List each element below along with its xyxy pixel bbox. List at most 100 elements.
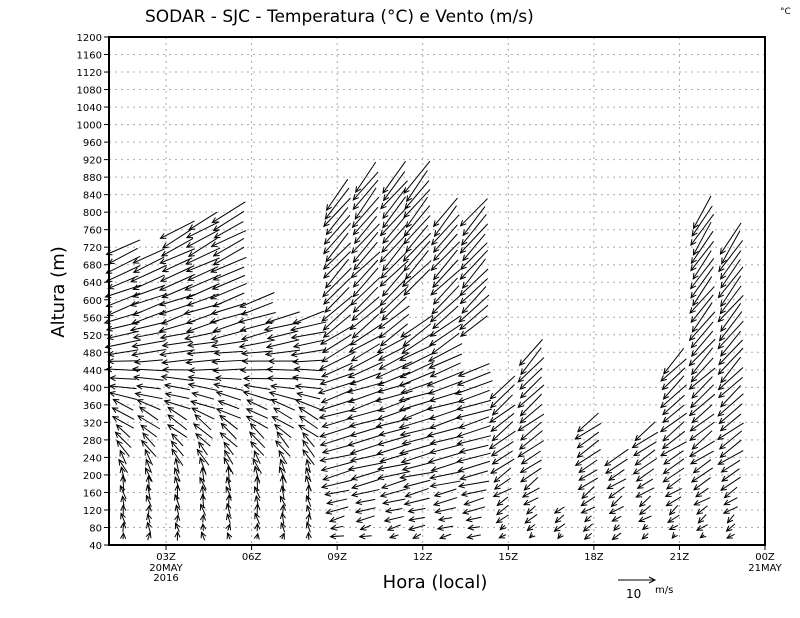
wind-arrow-shaft [122, 475, 125, 492]
wind-arrowhead [290, 351, 298, 358]
wind-arrow [608, 469, 625, 481]
wind-arrow [582, 523, 594, 532]
wind-arrow [321, 295, 353, 322]
wind-arrow [354, 215, 378, 245]
wind-arrow [495, 514, 509, 524]
wind-arrow [253, 450, 261, 464]
wind-arrow [489, 404, 516, 423]
wind-arrow [460, 242, 488, 271]
wind-arrowhead [690, 291, 697, 299]
wind-arrowhead [120, 521, 127, 529]
wind-arrowhead [296, 391, 304, 398]
wind-arrowhead [659, 426, 667, 433]
wind-arrow-shaft [491, 441, 514, 457]
wind-arrow [302, 439, 315, 458]
wind-arrowhead [726, 516, 734, 524]
wind-arrowhead [428, 414, 436, 421]
wind-arrow [209, 311, 248, 324]
wind-arrow-shaft [186, 283, 220, 299]
wind-arrow-shaft [517, 357, 545, 383]
wind-arrow [660, 358, 687, 382]
wind-arrow-shaft [161, 376, 194, 382]
wind-arrowhead [349, 456, 357, 463]
wind-arrowhead [350, 491, 358, 498]
wind-arrowhead [463, 500, 471, 506]
wind-arrow-shaft [134, 359, 163, 363]
wind-arrow [720, 258, 741, 289]
wind-arrow-shaft [376, 361, 413, 379]
wind-arrow [427, 343, 463, 362]
wind-arrowhead [610, 500, 618, 508]
wind-arrow-shaft [689, 421, 715, 441]
wind-arrow-shaft [403, 479, 431, 488]
wind-arrow [161, 257, 193, 273]
wind-arrow [200, 531, 207, 541]
wind-arrow-shaft [162, 340, 193, 347]
wind-arrow-shaft [403, 240, 431, 272]
wind-arrow [460, 489, 487, 497]
wind-arrow-shaft [493, 487, 512, 497]
wind-arrow-shaft [201, 467, 205, 483]
wind-arrow [454, 380, 493, 396]
wind-arrow-shaft [526, 505, 536, 515]
wind-arrow-shaft [144, 449, 153, 466]
wind-arrow-shaft [520, 421, 542, 441]
wind-arrow-shaft [492, 450, 513, 465]
wind-arrow [185, 283, 220, 300]
wind-arrowhead [636, 482, 644, 489]
wind-arrow-shaft [350, 443, 381, 454]
wind-arrow [631, 431, 659, 449]
wind-arrowhead [266, 366, 273, 373]
wind-arrowhead [495, 508, 503, 516]
wind-arrow-shaft [429, 444, 462, 454]
wind-arrow-shaft [353, 231, 379, 263]
wind-arrow [145, 475, 152, 492]
wind-arrow-shaft [210, 311, 248, 323]
wind-arrow-shaft [662, 367, 686, 390]
wind-arrow-shaft [115, 431, 132, 448]
wind-arrowhead [611, 515, 619, 522]
wind-arrow [351, 223, 380, 254]
wind-arrow [191, 391, 215, 400]
wind-arrow [718, 339, 743, 366]
wind-arrow [145, 467, 153, 483]
wind-arrow-shaft [241, 301, 274, 316]
wind-arrow-shaft [433, 224, 458, 253]
wind-arrow [112, 398, 134, 411]
wind-arrow [265, 339, 300, 350]
wind-arrow [355, 161, 377, 194]
wind-arrowhead [403, 289, 411, 296]
wind-arrowhead [578, 474, 586, 481]
wind-arrowhead [321, 356, 329, 363]
wind-arrow-shaft [519, 404, 543, 424]
wind-arrow-shaft [401, 451, 433, 463]
wind-arrow [188, 211, 218, 231]
wind-arrow-shaft [293, 359, 325, 363]
wind-arrowhead [323, 298, 330, 305]
wind-arrow-shaft [691, 376, 713, 399]
wind-arrowhead [358, 533, 366, 540]
wind-arrowhead [159, 276, 167, 282]
wind-arrow [351, 296, 380, 322]
wind-arrowhead [185, 232, 193, 239]
wind-arrowhead [634, 434, 642, 442]
wind-arrowhead [429, 448, 437, 455]
wind-arrow-shaft [377, 407, 411, 420]
wind-arrow [690, 230, 714, 265]
wind-arrowhead [272, 407, 280, 414]
wind-arrow [246, 399, 268, 411]
wind-arrow-shaft [493, 467, 512, 483]
wind-arrow [437, 515, 453, 522]
wind-arrowhead [662, 416, 670, 424]
wind-arrow-shaft [212, 359, 246, 363]
wind-arrowhead [184, 285, 192, 291]
wind-arrowhead [692, 222, 699, 230]
wind-arrow [323, 251, 351, 279]
wind-arrow-shaft [324, 287, 350, 313]
wind-arrow [116, 439, 130, 457]
wind-arrow-shaft [662, 404, 685, 423]
wind-arrow [322, 267, 352, 298]
wind-arrow-shaft [691, 404, 713, 423]
wind-arrow-shaft [256, 476, 259, 492]
wind-arrow [434, 507, 456, 515]
